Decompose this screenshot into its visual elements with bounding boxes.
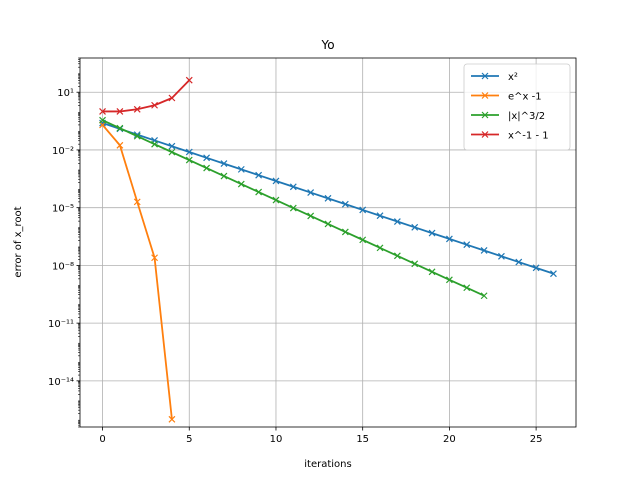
legend-marker: [481, 111, 489, 119]
data-point: [480, 292, 488, 300]
data-point: [185, 156, 193, 164]
data-point: [99, 116, 106, 124]
data-point: [272, 177, 280, 185]
data-point: [220, 172, 228, 180]
data-point: [168, 415, 176, 423]
data-point: [376, 244, 384, 252]
y-tick-label: 10⁻¹⁴: [48, 377, 74, 388]
data-point: [133, 105, 141, 113]
series-layer: [99, 76, 557, 423]
legend: x² e^x -1 |x|^3/2 x^-1 - 1: [463, 63, 571, 151]
data-point: [411, 223, 419, 231]
x-tick-label: 25: [530, 434, 543, 445]
y-axis-label: error of x_root: [13, 206, 24, 277]
legend-label: |x|^3/2: [508, 111, 545, 122]
x-tick-label: 15: [356, 434, 369, 445]
data-point: [463, 284, 471, 292]
data-point: [116, 124, 124, 132]
data-point: [359, 206, 367, 214]
y-tick-label: 10⁻¹¹: [48, 319, 74, 330]
legend-frame: [463, 63, 571, 151]
x-tick-label: 20: [443, 434, 456, 445]
y-tick-label: 10⁻⁵: [52, 204, 74, 215]
series-2: [99, 116, 488, 300]
x-tick-label: 5: [186, 434, 192, 445]
data-point: [99, 108, 106, 115]
data-point: [324, 220, 332, 228]
data-point: [515, 258, 523, 266]
data-point: [498, 252, 505, 260]
data-point: [289, 183, 297, 191]
data-point: [307, 189, 315, 196]
data-point: [133, 198, 141, 206]
data-point: [376, 212, 384, 220]
data-point: [550, 270, 557, 278]
data-point: [480, 247, 488, 254]
data-point: [151, 254, 158, 262]
data-point: [307, 212, 315, 220]
data-point: [341, 228, 349, 236]
legend-entry: e^x -1: [471, 92, 542, 103]
data-point: [185, 76, 193, 84]
data-point: [168, 94, 176, 102]
legend-label: e^x -1: [508, 92, 542, 103]
data-point: [168, 142, 176, 150]
data-point: [220, 160, 228, 168]
data-point: [151, 140, 158, 148]
x-tick-label: 0: [99, 434, 105, 445]
plot-frame: [79, 57, 577, 428]
legend-label: x²: [508, 72, 518, 83]
series-1: [99, 121, 176, 423]
legend-entry: |x|^3/2: [471, 111, 545, 122]
data-point: [428, 268, 436, 276]
data-point: [203, 154, 211, 162]
data-point: [116, 108, 124, 115]
data-point: [237, 180, 245, 188]
data-point: [272, 196, 280, 204]
data-point: [393, 252, 401, 260]
legend-entry: x²: [471, 72, 518, 83]
legend-label: x^-1 - 1: [508, 131, 549, 142]
data-point: [411, 260, 419, 268]
legend-marker: [481, 92, 489, 99]
data-point: [445, 235, 453, 243]
x-axis: 0 5 10 15 20 25: [99, 427, 542, 445]
legend-entry: x^-1 - 1: [471, 131, 549, 142]
data-point: [255, 171, 263, 179]
data-point: [341, 200, 349, 208]
x-axis-label: iterations: [304, 459, 351, 470]
data-point: [185, 148, 193, 156]
legend-marker: [481, 72, 489, 80]
x-tick-label: 10: [270, 434, 283, 445]
y-axis: 10⁻¹⁴ 10⁻¹¹ 10⁻⁸ 10⁻⁵ 10⁻² 10¹: [48, 57, 80, 428]
series-3: [99, 76, 193, 115]
data-point: [237, 165, 245, 173]
data-point: [428, 229, 436, 237]
data-point: [393, 218, 401, 225]
data-point: [168, 148, 176, 156]
data-point: [151, 101, 158, 109]
legend-marker: [481, 131, 489, 138]
data-point: [116, 141, 124, 149]
data-point: [532, 264, 540, 272]
y-tick-label: 10⁻⁸: [52, 261, 74, 272]
data-point: [289, 204, 297, 212]
y-tick-label: 10¹: [57, 88, 74, 99]
data-point: [203, 164, 211, 172]
data-point: [133, 132, 141, 140]
data-point: [445, 276, 453, 284]
y-tick-label: 10⁻²: [52, 146, 74, 157]
data-point: [463, 241, 471, 249]
chart-title: Yo: [320, 38, 334, 52]
data-point: [324, 194, 332, 202]
data-point: [359, 236, 367, 244]
data-point: [255, 188, 263, 196]
